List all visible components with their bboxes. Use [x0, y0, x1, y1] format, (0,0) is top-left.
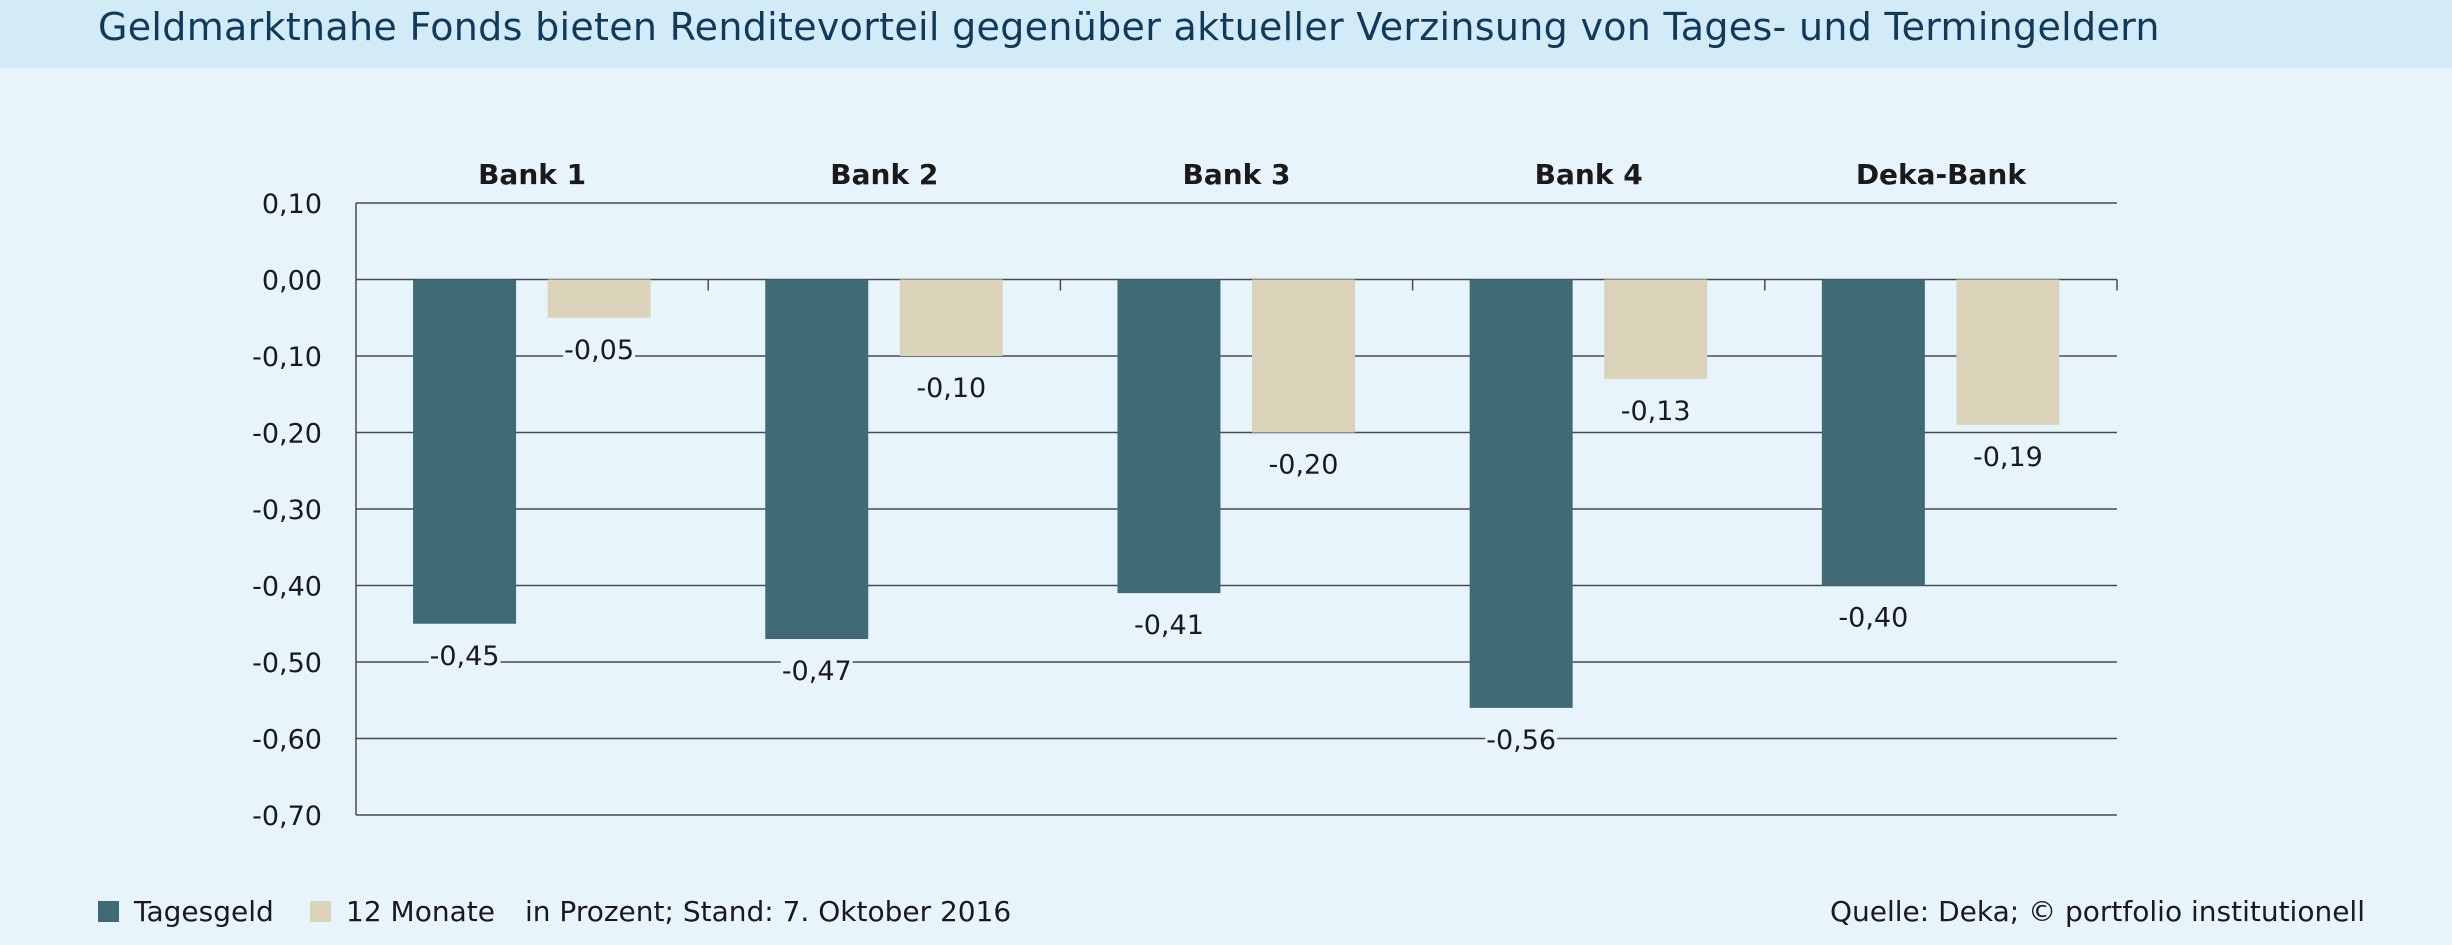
legend-item-tagesgeld: Tagesgeld [98, 895, 274, 928]
category-label: Bank 3 [1182, 158, 1290, 191]
bar [1251, 279, 1355, 433]
data-label-background [1971, 435, 2044, 476]
data-label: -0,47 [782, 656, 852, 687]
data-label: -0,19 [1973, 442, 2043, 473]
data-label-background [1267, 443, 1340, 484]
data-label-background [563, 328, 636, 369]
data-label-background [780, 650, 853, 691]
data-label-background [428, 634, 501, 675]
bar [765, 279, 869, 640]
chart-footer: Tagesgeld 12 Monate in Prozent; Stand: 7… [0, 895, 2452, 939]
legend-label-tagesgeld: Tagesgeld [134, 895, 274, 928]
data-label-background [915, 367, 988, 407]
chart-note: in Prozent; Stand: 7. Oktober 2016 [525, 895, 1012, 928]
category-label: Bank 2 [830, 158, 938, 191]
bar [899, 279, 1003, 356]
y-tick-label: -0,40 [252, 572, 322, 603]
bar [1956, 279, 2060, 425]
y-tick-label: -0,50 [252, 648, 322, 679]
bar [1604, 279, 1708, 379]
y-tick-label: -0,20 [252, 419, 322, 450]
category-label: Bank 1 [478, 158, 586, 191]
legend-label-12-monate: 12 Monate [346, 895, 495, 928]
data-label-background [1619, 389, 1692, 430]
legend-swatch-12-monate [310, 901, 331, 922]
bar [1821, 279, 1925, 586]
data-label-background [1485, 718, 1558, 759]
bar [547, 279, 651, 318]
data-label-background [1132, 604, 1205, 645]
bar [1117, 279, 1221, 594]
chart-title: Geldmarktnahe Fonds bieten Renditevortei… [98, 5, 2160, 49]
data-label: -0,56 [1486, 725, 1556, 756]
y-tick-label: -0,70 [252, 801, 322, 832]
y-tick-label: -0,10 [252, 342, 322, 373]
data-label: -0,20 [1269, 450, 1339, 481]
data-label: -0,41 [1134, 610, 1204, 641]
bar [1469, 279, 1573, 708]
y-tick-label: -0,60 [252, 725, 322, 756]
data-label: -0,40 [1838, 603, 1908, 634]
chart-source: Quelle: Deka; © portfolio institutionell [1829, 895, 2365, 928]
data-label-background [1837, 596, 1910, 637]
bar-chart: 0,10 0,00 -0,10 -0,20 -0,30 -0,40 -0,50 -0,60 -0… [252, 158, 2118, 832]
category-label: Deka-Bank [1856, 158, 2028, 191]
y-tick-label: -0,30 [252, 495, 322, 526]
data-label: -0,45 [430, 641, 500, 672]
y-tick-label: 0,10 [262, 189, 322, 220]
data-label: -0,13 [1621, 396, 1691, 427]
category-label: Bank 4 [1535, 158, 1643, 191]
legend-swatch-tagesgeld [98, 901, 119, 922]
legend-item-12-monate: 12 Monate [310, 895, 495, 928]
title-bar: Geldmarktnahe Fonds bieten Renditevortei… [0, 0, 2452, 68]
data-label: -0,05 [564, 335, 634, 366]
y-tick-label: 0,00 [262, 266, 322, 297]
bar [413, 279, 517, 624]
data-label: -0,10 [916, 373, 986, 404]
